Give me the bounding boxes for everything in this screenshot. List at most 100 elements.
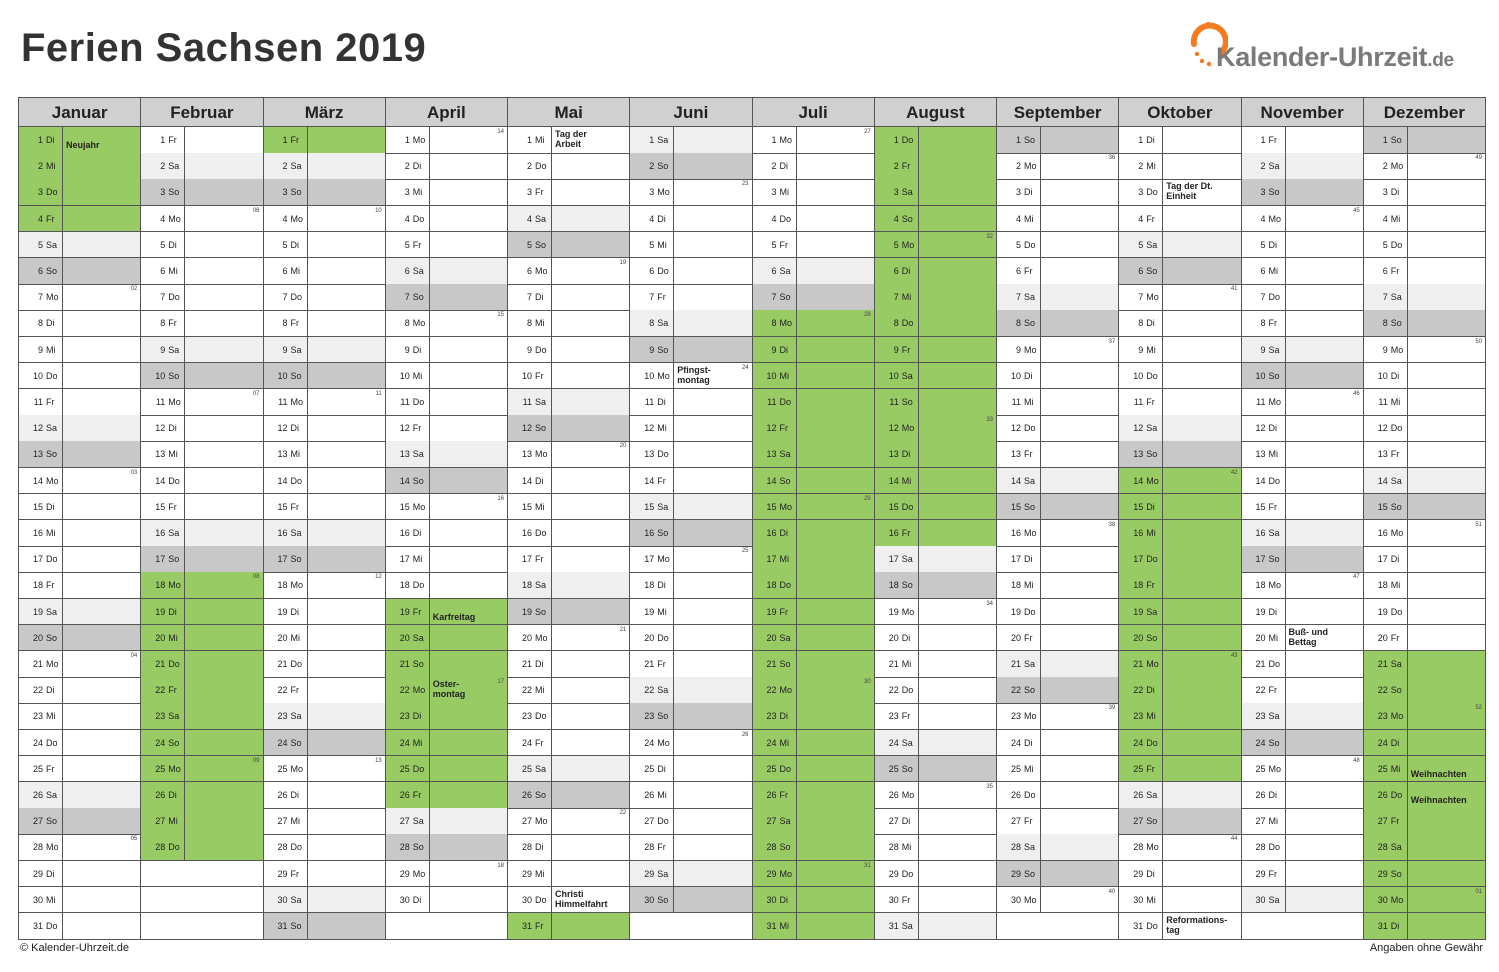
day-cell[interactable]: 9 So (630, 336, 752, 364)
day-cell[interactable]: 2 Fr (874, 153, 996, 180)
day-cell[interactable]: 6 Mi (1241, 258, 1363, 285)
day-cell[interactable]: 6 Fr (997, 258, 1119, 285)
day-cell[interactable]: 2 Di (385, 153, 507, 180)
day-cell[interactable]: 5 Di (263, 231, 385, 259)
day-cell[interactable]: 19 Fr Karfreitag (385, 598, 507, 626)
day-cell[interactable]: 3 So (141, 179, 263, 206)
day-cell[interactable]: 11 Mo 07 (141, 389, 263, 416)
day-cell[interactable]: 15 Mo 29 (752, 493, 874, 521)
day-cell[interactable]: 15 Fr (263, 493, 385, 521)
day-cell[interactable]: 27 So (19, 808, 141, 835)
day-cell[interactable]: 14 Fr (630, 467, 752, 495)
day-cell[interactable]: 8 Mo 15 (385, 310, 507, 337)
day-cell[interactable]: 4 Sa (508, 205, 630, 233)
day-cell[interactable]: 22 So (1363, 677, 1485, 704)
day-cell[interactable]: 8 Do (874, 310, 996, 337)
day-cell[interactable]: 19 Di (263, 598, 385, 626)
day-cell[interactable]: 9 Mo 37 (997, 336, 1119, 364)
day-cell[interactable]: 9 Di (385, 336, 507, 364)
brand-logo[interactable]: Kalender-Uhrzeit.de (1188, 14, 1488, 76)
day-cell[interactable]: 4 Mi (997, 205, 1119, 233)
day-cell[interactable]: 14 So (752, 467, 874, 495)
day-cell[interactable]: 25 Do (385, 755, 507, 783)
day-cell[interactable]: 13 Mi (1241, 441, 1363, 468)
day-cell[interactable]: 24 Di (997, 729, 1119, 757)
day-cell[interactable]: 17 Di (1363, 546, 1485, 573)
day-cell[interactable]: 6 Di (874, 258, 996, 285)
day-cell[interactable]: 3 Do (19, 179, 141, 206)
day-cell[interactable]: 31 Di (1363, 913, 1485, 940)
day-cell[interactable]: 20 So (1119, 624, 1241, 652)
day-cell[interactable]: 4 Mi (1363, 205, 1485, 233)
day-cell[interactable]: 15 Sa (630, 493, 752, 521)
day-cell[interactable]: 1 Mo 14 (385, 127, 507, 154)
day-cell[interactable]: 21 Sa (1363, 651, 1485, 678)
day-cell[interactable]: 26 Fr (752, 782, 874, 809)
day-cell[interactable]: 28 So (385, 834, 507, 861)
day-cell[interactable]: 26 Mi (630, 782, 752, 809)
day-cell[interactable]: 2 Mi (1119, 153, 1241, 180)
day-cell[interactable]: 8 Di (19, 310, 141, 337)
day-cell[interactable]: 7 Mi (874, 284, 996, 311)
day-cell[interactable]: 11 Mo 11 (263, 389, 385, 416)
day-cell[interactable]: 29 So (997, 860, 1119, 888)
day-cell[interactable]: 13 Sa (385, 441, 507, 468)
day-cell[interactable]: 24 Do (1119, 729, 1241, 757)
day-cell[interactable]: 5 Do (1363, 231, 1485, 259)
day-cell[interactable]: 27 Di (874, 808, 996, 835)
day-cell[interactable]: 18 Mi (1363, 572, 1485, 599)
day-cell[interactable]: 9 Do (508, 336, 630, 364)
day-cell[interactable]: 8 Di (1119, 310, 1241, 337)
day-cell[interactable]: 12 Do (1363, 415, 1485, 442)
day-cell[interactable]: 29 Mo 18 (385, 860, 507, 888)
day-cell[interactable]: 12 Fr (752, 415, 874, 442)
day-cell[interactable]: 20 Fr (1363, 624, 1485, 652)
day-cell[interactable]: 7 Do (263, 284, 385, 311)
day-cell[interactable]: 26 Di (1241, 782, 1363, 809)
day-cell[interactable]: 22 So (997, 677, 1119, 704)
day-cell[interactable]: 30 Di (752, 886, 874, 914)
day-cell[interactable]: 30 Sa (263, 886, 385, 914)
day-cell[interactable]: 15 Mi (508, 493, 630, 521)
day-cell[interactable]: 26 Di (263, 782, 385, 809)
day-cell[interactable]: 25 Sa (508, 755, 630, 783)
day-cell[interactable]: 25 Di (630, 755, 752, 783)
day-cell[interactable]: 8 Sa (630, 310, 752, 337)
day-cell[interactable]: 7 So (385, 284, 507, 311)
day-cell[interactable]: 22 Mi (508, 677, 630, 704)
day-cell[interactable]: 21 Do (1241, 651, 1363, 678)
day-cell[interactable]: 14 Do (263, 467, 385, 495)
day-cell[interactable]: 21 Sa (997, 651, 1119, 678)
day-cell[interactable]: 30 Sa (1241, 886, 1363, 914)
day-cell[interactable]: 23 Mi (1119, 703, 1241, 730)
day-cell[interactable]: 7 Do (141, 284, 263, 311)
day-cell[interactable]: 25 Mi Weihnachten (1363, 755, 1485, 783)
day-cell[interactable]: 15 So (1363, 493, 1485, 521)
day-cell[interactable]: 16 Sa (141, 520, 263, 547)
day-cell[interactable]: 29 Do (874, 860, 996, 888)
day-cell[interactable]: 21 Mi (874, 651, 996, 678)
day-cell[interactable]: 20 Fr (997, 624, 1119, 652)
day-cell[interactable]: 1 Di (1119, 127, 1241, 154)
day-cell[interactable]: 18 Fr (1119, 572, 1241, 599)
day-cell[interactable]: 7 So (752, 284, 874, 311)
day-cell[interactable]: 16 Mi (1119, 520, 1241, 547)
day-cell[interactable]: 17 So (1241, 546, 1363, 573)
day-cell[interactable]: 15 So (997, 493, 1119, 521)
day-cell[interactable]: 25 Mo 48 (1241, 755, 1363, 783)
day-cell[interactable]: 7 Mo 41 (1119, 284, 1241, 311)
day-cell[interactable]: 25 Fr (1119, 755, 1241, 783)
day-cell[interactable]: 1 So (997, 127, 1119, 154)
day-cell[interactable]: 24 So (263, 729, 385, 757)
day-cell[interactable]: 7 Di (508, 284, 630, 311)
day-cell[interactable]: 9 Sa (263, 336, 385, 364)
day-cell[interactable]: 21 Mo 43 (1119, 651, 1241, 678)
day-cell[interactable]: 31 Do Reformations- tag (1119, 913, 1241, 940)
day-cell[interactable]: 1 Sa (630, 127, 752, 154)
day-cell[interactable]: 9 Mi (1119, 336, 1241, 364)
day-cell[interactable]: 27 Mi (1241, 808, 1363, 835)
day-cell[interactable]: 5 Mi (630, 231, 752, 259)
day-cell[interactable]: 5 Fr (752, 231, 874, 259)
day-cell[interactable]: 14 So (385, 467, 507, 495)
day-cell[interactable]: 28 Mo 05 (19, 834, 141, 861)
